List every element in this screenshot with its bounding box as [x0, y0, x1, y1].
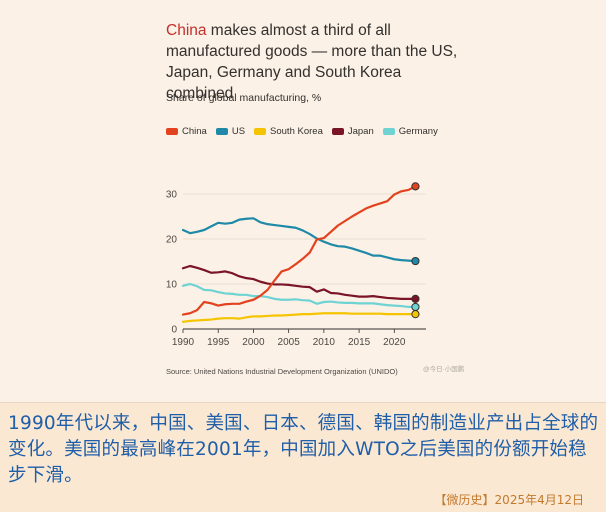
line-chart: 0 10 20 30 1990 1995 2000 2005 2010 2015 2020 [166, 182, 426, 348]
series-endpoint-germany [411, 302, 420, 312]
legend-swatch [215, 128, 228, 135]
legend-label: US [231, 126, 246, 137]
series-line-china [181, 185, 417, 316]
series-line-south-korea [181, 312, 417, 323]
footer-date: 【微历史】2025年4月12日 [434, 493, 584, 507]
legend-swatch [382, 128, 395, 135]
y-tick-label: 30 [166, 190, 178, 201]
chart-legend: China US South Korea Japan Germany [166, 126, 447, 137]
chart-subtitle: Share of global manufacturing, % [166, 92, 322, 104]
series-line-japan [181, 264, 417, 300]
y-tick-label: 10 [166, 280, 178, 291]
series-endpoint-us [411, 256, 420, 266]
series-line-us [181, 217, 417, 263]
caption-panel: 1990年代以来，中国、美国、日本、德国、韩国的制造业产出占全球的变化。美国的最… [0, 402, 606, 512]
y-tick-label: 20 [166, 235, 178, 246]
x-tick-label: 1990 [172, 337, 195, 348]
legend-item-japan: Japan [331, 126, 374, 137]
series-endpoint-china [411, 182, 420, 191]
x-tick-label: 2015 [348, 337, 371, 348]
series-endpoint-south-korea [411, 310, 420, 319]
legend-item-china: China [166, 126, 207, 137]
legend-label: Japan [347, 126, 374, 137]
chart-title-rest: makes almost a third of all manufactured… [166, 22, 458, 102]
series-endpoint-japan [411, 294, 420, 303]
legend-item-germany: Germany [382, 126, 438, 137]
chart-panel: China makes almost a third of all manufa… [165, 20, 466, 376]
series-line-germany [181, 282, 417, 309]
y-tick-label: 0 [171, 325, 177, 336]
x-tick-label: 2010 [313, 337, 336, 348]
chart-title-highlight: China [166, 22, 207, 39]
caption-text: 1990年代以来，中国、美国、日本、德国、韩国的制造业产出占全球的变化。美国的最… [8, 413, 599, 486]
watermark: @今日·小国鹏 [423, 366, 465, 373]
source-note: Source: United Nations Industrial Develo… [166, 367, 398, 376]
legend-item-south-korea: South Korea [254, 126, 323, 137]
legend-item-us: US [215, 126, 246, 137]
x-tick-label: 2005 [278, 337, 301, 348]
chart-title: China makes almost a third of all manufa… [166, 20, 466, 104]
legend-label: China [182, 126, 207, 137]
x-tick-label: 1995 [207, 337, 230, 348]
legend-swatch [254, 128, 267, 135]
x-tick-label: 2020 [383, 337, 406, 348]
legend-swatch [166, 128, 178, 135]
legend-label: South Korea [270, 126, 323, 137]
legend-swatch [331, 128, 344, 135]
x-tick-label: 2000 [242, 337, 265, 348]
legend-label: Germany [398, 126, 438, 137]
